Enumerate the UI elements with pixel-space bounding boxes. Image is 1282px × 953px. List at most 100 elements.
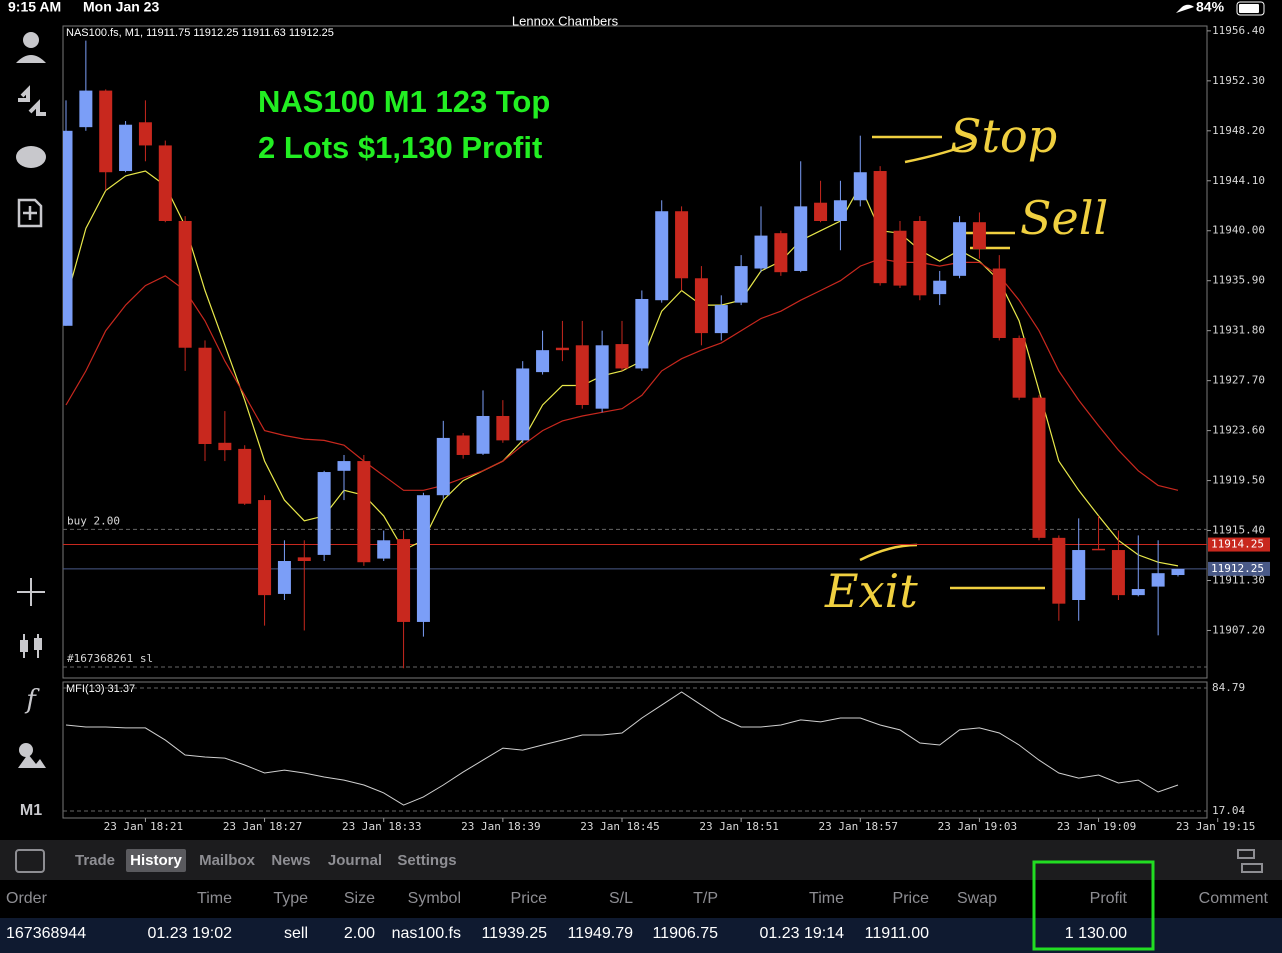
candle-body <box>1012 337 1026 398</box>
timeframe-button[interactable]: M1 <box>20 802 42 819</box>
chart-header: NAS100.fs, M1, 11911.75 11912.25 11911.6… <box>66 27 334 39</box>
column-header: Type <box>273 890 308 907</box>
candle-body <box>476 415 490 454</box>
trade-icon[interactable] <box>18 85 46 116</box>
indicator-tick-label: 84.79 <box>1212 681 1245 694</box>
candle-body <box>119 124 133 172</box>
candle-body <box>714 305 728 334</box>
x-tick-label: 23 Jan 18:33 <box>342 820 421 833</box>
y-tick-label: 11935.90 <box>1212 274 1265 287</box>
indicator-title: MFI(13) 31.37 <box>66 683 135 695</box>
app-title: Lennox Chambers <box>512 13 619 28</box>
y-tick-label: 11931.80 <box>1212 324 1265 337</box>
table-cell: 11906.75 <box>652 925 718 942</box>
candle-body <box>1032 397 1046 538</box>
candle-body <box>79 90 93 128</box>
candle-body <box>63 130 73 326</box>
x-tick-label: 23 Jan 18:27 <box>223 820 302 833</box>
x-tick-label: 23 Jan 18:57 <box>819 820 898 833</box>
candle-body <box>754 235 768 269</box>
table-cell: nas100.fs <box>392 925 461 942</box>
tab[interactable]: Trade <box>75 852 115 869</box>
order-label: #167368261 sl <box>67 652 153 665</box>
annotation: 2 Lots $1,130 Profit <box>258 130 542 165</box>
candle-body <box>377 540 391 559</box>
indicator-area <box>63 687 1207 812</box>
x-tick-label: 23 Jan 19:09 <box>1057 820 1136 833</box>
table-cell: sell <box>284 925 308 942</box>
candle-body <box>794 206 808 271</box>
column-header: Comment <box>1199 890 1269 907</box>
candle-body <box>416 495 430 622</box>
candle-body <box>1111 550 1125 596</box>
candle-body <box>297 557 311 562</box>
battery-icon <box>1236 1 1265 16</box>
chat-icon[interactable] <box>16 146 46 168</box>
indicator-tick-label: 17.04 <box>1212 804 1245 817</box>
x-tick-label: 23 Jan 18:39 <box>461 820 540 833</box>
handwriting: Sell <box>1020 191 1108 245</box>
candle-body <box>853 172 867 201</box>
mfi-line <box>65 691 1179 806</box>
candle-body <box>675 211 689 279</box>
price-tag <box>1208 537 1270 552</box>
candle-body <box>913 220 927 296</box>
candle-body <box>277 561 291 594</box>
tab[interactable]: Mailbox <box>199 852 255 869</box>
y-tick-label: 11915.40 <box>1212 524 1265 537</box>
candle-body <box>238 448 252 504</box>
candle-body <box>138 122 152 146</box>
tab[interactable]: History <box>130 852 182 869</box>
left-toolbar: f M1 <box>16 32 46 819</box>
tab[interactable]: Journal <box>328 852 382 869</box>
candle-body <box>496 415 510 441</box>
indicator-frame <box>62 681 1208 819</box>
y-tick-label: 11948.20 <box>1212 124 1265 137</box>
battery-fill <box>1239 4 1259 13</box>
layout-icon[interactable] <box>1237 849 1263 873</box>
candle-body <box>1171 568 1185 576</box>
candle-body <box>814 202 828 221</box>
handwriting-stroke <box>872 135 976 164</box>
candle-body <box>575 345 589 406</box>
y-tick-label: 11952.30 <box>1212 74 1265 87</box>
candle-body <box>218 442 232 451</box>
plot-area <box>63 40 1207 669</box>
candle-body <box>337 461 351 471</box>
price-tag <box>1208 561 1270 576</box>
column-header: Size <box>344 890 375 907</box>
tab[interactable]: Settings <box>397 852 456 869</box>
column-header: Time <box>197 890 232 907</box>
moving-average <box>65 258 1179 491</box>
column-header: S/L <box>609 890 633 907</box>
account-icon-body <box>16 55 46 63</box>
candle-body <box>536 350 550 373</box>
crosshair-icon[interactable] <box>17 578 45 606</box>
objects-icon[interactable] <box>18 754 46 768</box>
x-tick-label: 23 Jan 19:03 <box>938 820 1017 833</box>
new-doc-icon[interactable] <box>17 198 43 228</box>
annotation: NAS100 M1 123 Top <box>258 84 550 119</box>
candle-icon-body <box>34 638 42 650</box>
moving-average <box>65 170 1179 567</box>
candle-body <box>516 368 530 441</box>
order-label: buy 2.00 <box>67 514 120 527</box>
candle-body <box>1052 537 1066 604</box>
objects-icon-dot <box>19 743 33 757</box>
highlight-box <box>1032 860 1155 951</box>
account-icon[interactable] <box>23 32 39 48</box>
calendar-icon[interactable] <box>15 849 45 873</box>
price-tag-label: 11912.25 <box>1211 562 1264 575</box>
table-cell: 11939.25 <box>481 925 547 942</box>
candle-body <box>357 461 371 563</box>
candle-body <box>972 222 986 250</box>
column-header: Symbol <box>408 890 461 907</box>
column-header: Price <box>893 890 930 907</box>
status-time: 9:15 AM <box>8 0 61 15</box>
tab[interactable]: News <box>271 852 310 869</box>
y-tick-label: 11940.00 <box>1212 224 1265 237</box>
candle-body <box>99 90 113 173</box>
column-header: Order <box>6 890 48 907</box>
